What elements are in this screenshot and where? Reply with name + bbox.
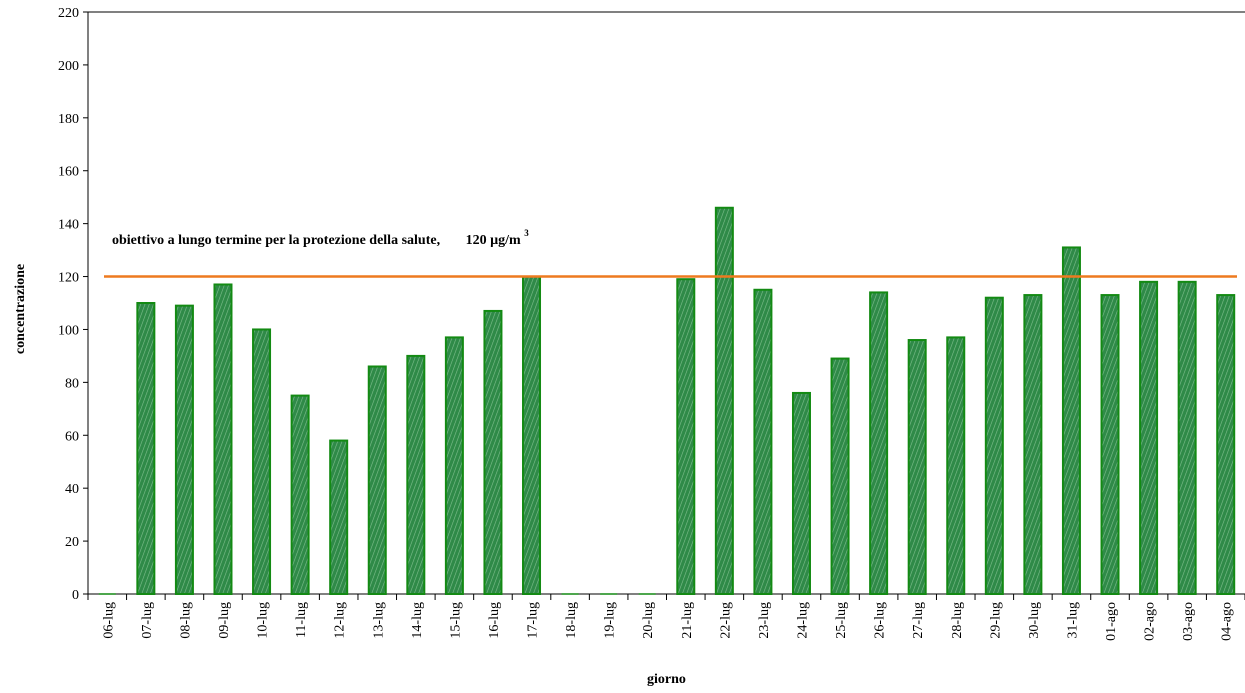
x-tick-label: 23-lug: [757, 602, 772, 639]
x-tick-label: 01-ago: [1104, 602, 1119, 641]
bar: [984, 296, 1004, 595]
threshold-label: obiettivo a lungo termine per la protezi…: [112, 228, 529, 248]
threshold-label-text: obiettivo a lungo termine per la protezi…: [112, 233, 440, 248]
y-tick-label: 100: [58, 323, 79, 338]
bar-series: [98, 206, 1236, 596]
bar: [791, 391, 811, 596]
bar: [136, 302, 156, 595]
y-tick-label: 220: [58, 6, 79, 21]
x-tick-label: 24-lug: [795, 602, 810, 639]
bar: [830, 357, 850, 595]
bar: [444, 336, 464, 595]
x-tick-label: 08-lug: [178, 602, 193, 639]
bar: [1139, 280, 1159, 595]
x-tick-label: 02-ago: [1143, 602, 1158, 641]
y-axis-title: concentrazione: [13, 264, 28, 354]
y-tick-label: 80: [65, 376, 79, 391]
threshold-group: obiettivo a lungo termine per la protezi…: [104, 228, 1237, 278]
bar: [946, 336, 966, 595]
bar: [714, 206, 734, 595]
x-tick-label: 31-lug: [1065, 602, 1080, 639]
x-tick-label: 29-lug: [988, 602, 1003, 639]
x-tick-label: 19-lug: [603, 602, 618, 639]
x-tick-label: 28-lug: [950, 602, 965, 639]
y-tick-label: 140: [58, 218, 79, 233]
bar: [483, 309, 503, 595]
bar: [213, 283, 233, 595]
x-tick-label: 10-lug: [256, 602, 271, 639]
bar: [522, 275, 542, 595]
bar: [753, 288, 773, 595]
bar: [1177, 280, 1197, 595]
x-tick-label: 30-lug: [1027, 602, 1042, 639]
x-tick-label: 13-lug: [371, 602, 386, 639]
threshold-label-superscript: 3: [524, 228, 529, 238]
y-axis: 0 20 40 60 80 100 120 140 160 180 200 220: [58, 6, 88, 603]
x-tick-label: 17-lug: [526, 602, 541, 639]
y-tick-label: 180: [58, 112, 79, 127]
y-tick-label: 40: [65, 482, 79, 497]
bar: [1061, 246, 1081, 595]
bar: [907, 339, 927, 596]
bar: [290, 394, 310, 595]
y-tick-label: 120: [58, 271, 79, 286]
x-axis-title: giorno: [647, 672, 686, 687]
bar: [676, 278, 696, 595]
x-tick-label: 07-lug: [140, 602, 155, 639]
y-tick-label: 0: [72, 588, 79, 603]
x-tick-label: 27-lug: [911, 602, 926, 639]
x-tick-label: 18-lug: [564, 602, 579, 639]
bar: [869, 291, 889, 595]
x-tick-label: 15-lug: [448, 602, 463, 639]
y-tick-label: 160: [58, 165, 79, 180]
bar: [329, 439, 349, 595]
x-tick-label: 03-ago: [1181, 602, 1196, 641]
bar: [367, 365, 387, 595]
x-tick-label: 20-lug: [641, 602, 656, 639]
bar: [1100, 294, 1120, 595]
y-tick-label: 60: [65, 429, 79, 444]
x-tick-label: 21-lug: [680, 602, 695, 639]
threshold-label-value: 120 µg/m: [466, 233, 521, 248]
x-tick-label: 22-lug: [718, 602, 733, 639]
x-tick-label: 16-lug: [487, 602, 502, 639]
x-tick-label: 14-lug: [410, 602, 425, 639]
x-tick-label: 04-ago: [1220, 602, 1235, 641]
x-tick-label: 11-lug: [294, 602, 309, 638]
bar: [174, 304, 194, 595]
x-tick-label: 09-lug: [217, 602, 232, 639]
x-tick-label: 26-lug: [873, 602, 888, 639]
y-tick-label: 200: [58, 59, 79, 74]
bar: [1216, 294, 1236, 595]
bar: [1023, 294, 1043, 595]
x-tick-label: 06-lug: [101, 602, 116, 639]
bar: [406, 354, 426, 595]
x-tick-label: 25-lug: [834, 602, 849, 639]
x-axis: 06-lug 07-lug 08-lug 09-lug 10-lug 11-lug 12-l…: [87, 594, 1245, 641]
x-tick-label: 12-lug: [333, 602, 348, 639]
y-tick-label: 20: [65, 535, 79, 550]
bar: [252, 328, 272, 595]
